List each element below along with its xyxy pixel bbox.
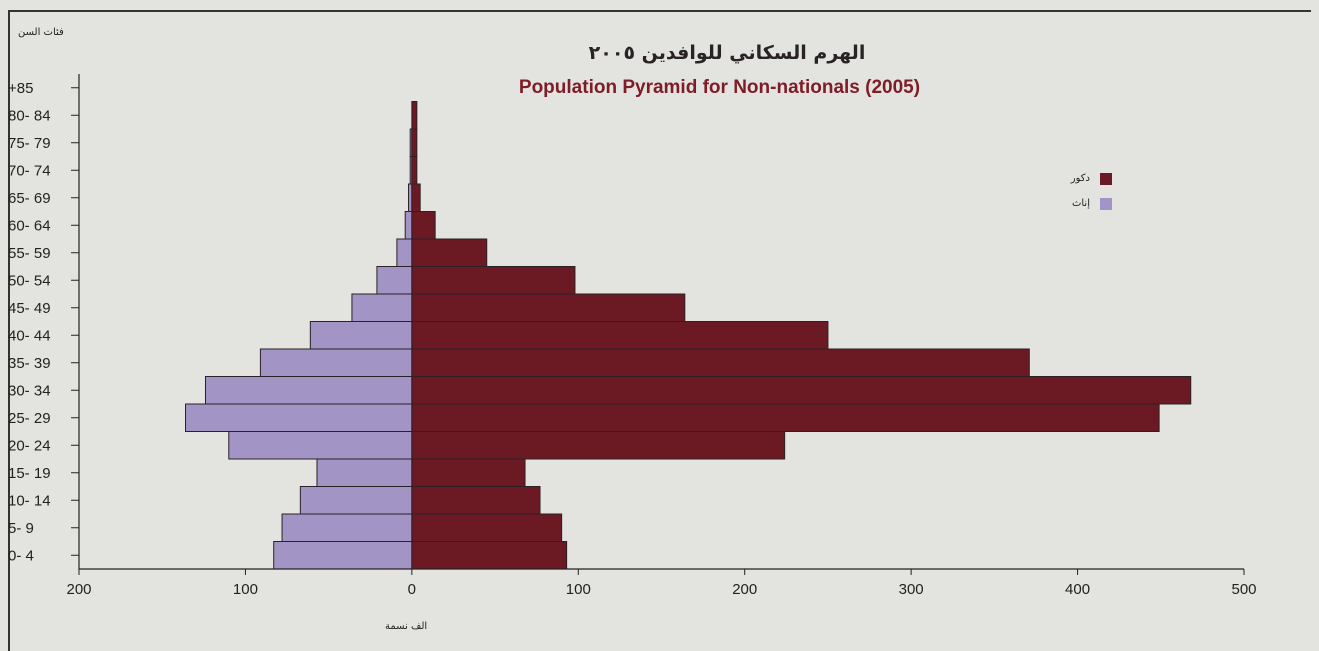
bar-male-11 xyxy=(411,238,488,267)
y-tick-label-13: 65- 69 xyxy=(8,190,51,207)
y-tick-label-17: +85 xyxy=(8,80,33,97)
bar-female-11 xyxy=(396,238,413,267)
y-tick-label-16: 80- 84 xyxy=(8,107,51,124)
legend-label-males: دكور xyxy=(1070,173,1090,184)
legend-swatch-males xyxy=(1100,172,1112,185)
x-tick-label-5: 300 xyxy=(899,581,924,598)
bar-female-5 xyxy=(185,403,413,432)
y-tick-label-5: 25- 29 xyxy=(8,410,51,427)
bar-male-6 xyxy=(411,376,1192,405)
legend-swatch-females xyxy=(1100,197,1112,210)
bar-male-12 xyxy=(411,211,436,240)
bar-female-6 xyxy=(204,376,413,405)
y-tick-label-15: 75- 79 xyxy=(8,135,51,152)
chart-subtitle: Population Pyramid for Non-nationals (20… xyxy=(518,77,921,98)
y-tick-label-8: 40- 44 xyxy=(8,327,51,344)
y-tick-label-9: 45- 49 xyxy=(8,300,51,317)
y-tick-label-14: 70- 74 xyxy=(8,162,51,179)
y-tick-label-10: 50- 54 xyxy=(8,272,51,289)
x-tick-label-0: 200 xyxy=(66,581,91,598)
bar-male-14 xyxy=(411,156,418,185)
x-tick-label-7: 500 xyxy=(1231,581,1256,598)
bar-female-9 xyxy=(351,293,413,322)
chart-frame xyxy=(8,10,1311,651)
bar-male-15 xyxy=(411,128,418,157)
x-tick-label-6: 400 xyxy=(1065,581,1090,598)
bar-male-8 xyxy=(411,321,829,350)
bar-male-9 xyxy=(411,293,686,322)
y-tick-label-4: 20- 24 xyxy=(8,437,51,454)
bar-female-2 xyxy=(299,486,413,515)
bar-female-12 xyxy=(404,211,413,240)
bar-female-0 xyxy=(273,541,413,570)
y-tick-label-12: 60- 64 xyxy=(8,217,51,234)
bar-male-0 xyxy=(411,541,568,570)
bar-male-4 xyxy=(411,431,786,460)
legend: دكور إناث xyxy=(1040,166,1112,216)
bar-male-1 xyxy=(411,513,563,542)
bar-female-3 xyxy=(316,458,413,487)
bar-male-5 xyxy=(411,403,1160,432)
legend-item-males: دكور xyxy=(1040,166,1112,191)
bar-male-7 xyxy=(411,348,1030,377)
y-tick-label-11: 55- 59 xyxy=(8,245,51,262)
bar-male-10 xyxy=(411,266,576,295)
x-tick-label-2: 0 xyxy=(408,581,416,598)
y-tick-label-6: 30- 34 xyxy=(8,382,51,399)
y-tick-label-7: 35- 39 xyxy=(8,355,51,372)
chart-title: الهرم السكاني للوافدين ٢٠٠٥ xyxy=(588,42,866,64)
bar-female-7 xyxy=(259,348,413,377)
y-tick-label-3: 15- 19 xyxy=(8,465,51,482)
bar-female-8 xyxy=(309,321,413,350)
y-tick-label-1: 5- 9 xyxy=(8,520,34,537)
bar-female-4 xyxy=(228,431,413,460)
x-axis-label: الف نسمة xyxy=(385,621,428,632)
y-tick-label-2: 10- 14 xyxy=(8,492,51,509)
legend-label-females: إناث xyxy=(1071,198,1090,209)
y-axis-label: فئات السن xyxy=(18,27,64,38)
bar-male-2 xyxy=(411,486,541,515)
x-tick-label-1: 100 xyxy=(233,581,258,598)
bar-female-10 xyxy=(376,266,413,295)
legend-item-females: إناث xyxy=(1040,191,1112,216)
x-tick-label-3: 100 xyxy=(566,581,591,598)
y-tick-label-0: 0- 4 xyxy=(8,547,34,564)
x-tick-label-4: 200 xyxy=(732,581,757,598)
bar-male-16 xyxy=(411,101,418,130)
bar-female-1 xyxy=(281,513,413,542)
bar-male-13 xyxy=(411,183,421,212)
bar-male-3 xyxy=(411,458,526,487)
